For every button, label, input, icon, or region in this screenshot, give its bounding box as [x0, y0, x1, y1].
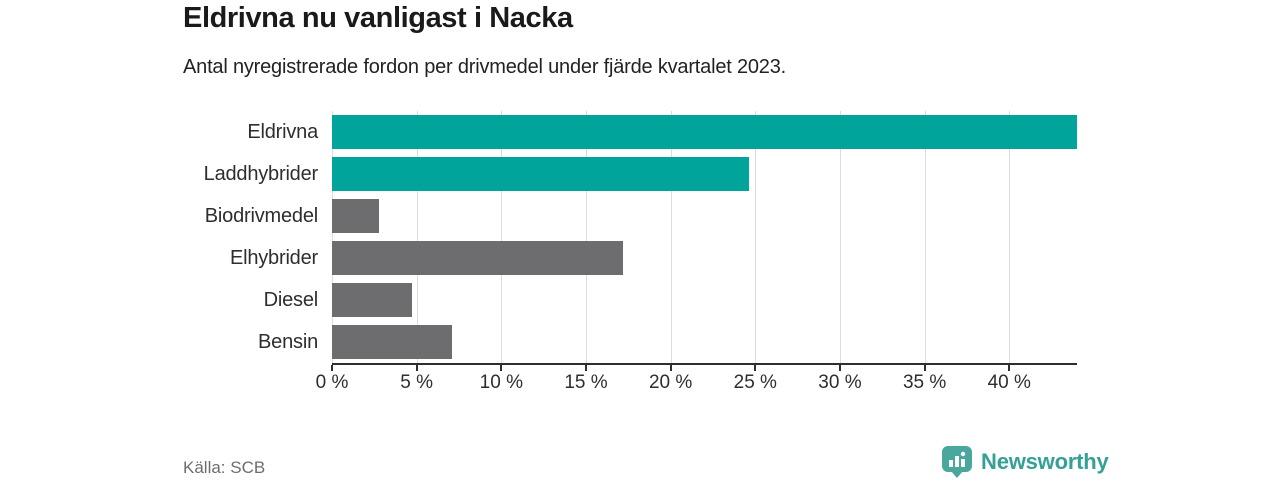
bar-eldrivna — [332, 115, 1077, 149]
bar-elhybrider — [332, 241, 624, 275]
x-tick — [331, 365, 333, 371]
x-tick-label: 15 % — [564, 372, 608, 393]
chart-subtitle: Antal nyregistrerade fordon per drivmede… — [183, 56, 787, 78]
x-tick-label: 35 % — [902, 372, 947, 393]
chart-title: Eldrivna nu vanligast i Nacka — [183, 2, 573, 34]
gridline — [416, 111, 418, 363]
bar-row — [332, 237, 1077, 279]
x-tick — [669, 365, 672, 371]
x-tick — [415, 365, 418, 371]
brand-name: Newsworthy — [981, 449, 1109, 474]
y-axis-label: Diesel — [263, 288, 319, 311]
gridline — [670, 111, 672, 363]
bar-biodrivmedel — [332, 199, 380, 233]
bar-laddhybrider — [332, 157, 749, 191]
x-tick-label: 30 % — [818, 372, 862, 393]
x-tick-label: 20 % — [648, 372, 693, 393]
bar-row — [332, 153, 1077, 195]
y-axis-label: Biodrivmedel — [204, 204, 318, 227]
bar-row — [332, 111, 1077, 153]
gridline — [755, 111, 757, 363]
x-tick — [500, 365, 503, 371]
x-tick — [584, 365, 587, 371]
y-axis-label: Bensin — [258, 330, 318, 353]
gridline — [924, 111, 926, 363]
bar-diesel — [332, 283, 412, 317]
gridline — [501, 111, 503, 363]
bar-row — [332, 195, 1077, 237]
bar-row — [332, 321, 1077, 363]
plot-area — [332, 111, 1077, 363]
gridline — [839, 111, 841, 363]
x-tick — [754, 365, 757, 371]
x-tick-label: 5 % — [400, 372, 434, 393]
y-axis-label: Elhybrider — [229, 246, 318, 269]
gridline — [585, 111, 587, 363]
newsworthy-logo-icon — [942, 446, 972, 478]
x-tick-label: 10 % — [479, 372, 523, 393]
bar-bensin — [332, 325, 453, 359]
bar-row — [332, 279, 1077, 321]
x-tick-label: 40 % — [987, 372, 1031, 393]
x-tick — [838, 365, 841, 371]
gridline — [1009, 111, 1011, 363]
source-note: Källa: SCB — [183, 458, 266, 477]
gridline — [332, 111, 333, 363]
x-tick-label: 0 % — [315, 372, 349, 393]
x-tick — [1008, 365, 1011, 371]
x-axis-line — [332, 363, 1077, 365]
x-tick-label: 25 % — [733, 372, 777, 393]
brand-logo: Newsworthy — [942, 446, 1109, 478]
y-axis-label: Eldrivna — [247, 120, 318, 143]
x-tick — [923, 365, 926, 371]
y-axis-label: Laddhybrider — [203, 162, 319, 185]
